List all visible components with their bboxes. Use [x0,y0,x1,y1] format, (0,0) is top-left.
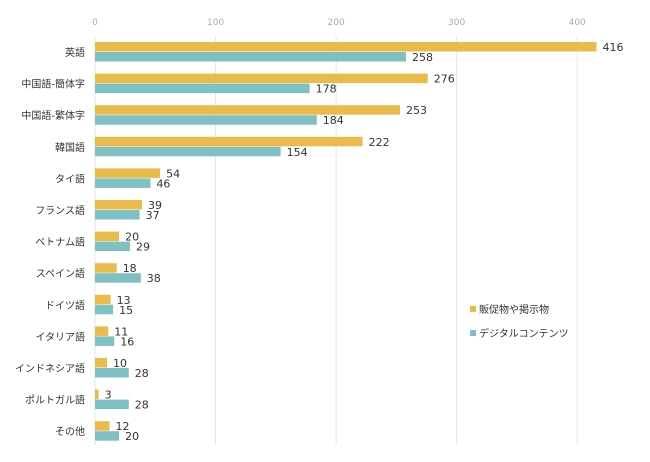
bar-digital [95,146,281,157]
bar-digital [95,336,115,346]
category-label: フランス語 [35,204,85,217]
data-label: 20 [125,231,139,244]
data-label: 18 [123,262,137,275]
category-label: ドイツ語 [45,299,85,312]
data-label: 253 [406,104,427,117]
x-axis-ticks: 0 100 200 300 400 [92,18,586,28]
bar-digital [95,210,140,220]
x-tick-label: 300 [448,18,465,28]
category-label: ポルトガル語 [25,394,85,407]
category-label: 中国語-簡体字 [21,78,85,91]
bar-promo [95,105,400,115]
category-label: その他 [55,425,85,438]
bar-digital [95,115,317,125]
category-label: ベトナム語 [35,236,85,249]
data-label: 258 [412,51,433,64]
data-label: 46 [156,177,170,190]
legend-swatch [470,330,476,336]
data-label: 13 [117,294,131,307]
data-label: 54 [166,167,180,180]
bar-promo [95,263,117,273]
bar-digital [95,273,141,283]
data-label: 11 [114,325,128,338]
bar-digital [95,83,310,94]
x-tick-label: 200 [328,18,345,28]
data-label: 416 [602,41,623,54]
bar-promo [95,231,120,242]
category-label: タイ語 [55,172,85,185]
data-label: 3 [105,389,112,402]
legend-label: デジタルコンテンツ [479,327,569,340]
bar-promo [95,326,109,336]
category-label: イタリア語 [35,330,85,343]
bar-digital [95,52,407,62]
data-label: 38 [147,272,161,285]
data-label: 222 [369,136,390,149]
x-tick-label: 0 [92,18,98,28]
bar-promo [95,389,99,400]
bar-digital [95,178,151,188]
bars: 4162582761782531842221545446393720291838… [95,41,623,443]
bar-digital [95,241,130,252]
data-label: 28 [135,367,149,380]
bar-promo [95,168,161,178]
category-label: スペイン語 [36,267,85,280]
category-labels: 英語中国語-簡体字中国語-繁体字韓国語タイ語フランス語ベトナム語スペイン語ドイツ… [15,46,85,438]
gridlines [94,36,578,445]
category-label: 中国語-繁体字 [21,109,85,122]
bar-digital [95,304,114,315]
data-label: 39 [148,199,162,212]
data-label: 184 [323,114,344,127]
data-label: 12 [115,420,129,433]
bar-promo [95,421,110,431]
category-label: 韓国語 [55,141,85,154]
x-tick-label: 400 [569,18,586,28]
x-tick-label: 100 [207,18,224,28]
data-label: 16 [120,335,134,348]
bar-digital [95,399,129,410]
data-label: 29 [136,241,150,254]
data-label: 37 [146,209,160,222]
bar-digital [95,431,120,441]
data-label: 20 [125,430,139,443]
data-label: 10 [113,357,127,370]
data-label: 28 [135,399,149,412]
legend-label: 販促物や掲示物 [479,303,549,316]
bar-promo [95,42,597,52]
category-label: インドネシア語 [15,362,85,375]
data-label: 178 [316,83,337,96]
bar-promo [95,200,143,210]
data-label: 276 [434,73,455,86]
data-label: 154 [287,146,308,159]
bar-promo [95,73,428,84]
legend-swatch [470,306,476,312]
data-label: 15 [119,304,133,317]
bar-promo [95,358,108,368]
bar-promo [95,294,111,305]
bar-promo [95,136,363,147]
category-label: 英語 [65,46,85,59]
bar-digital [95,368,129,378]
